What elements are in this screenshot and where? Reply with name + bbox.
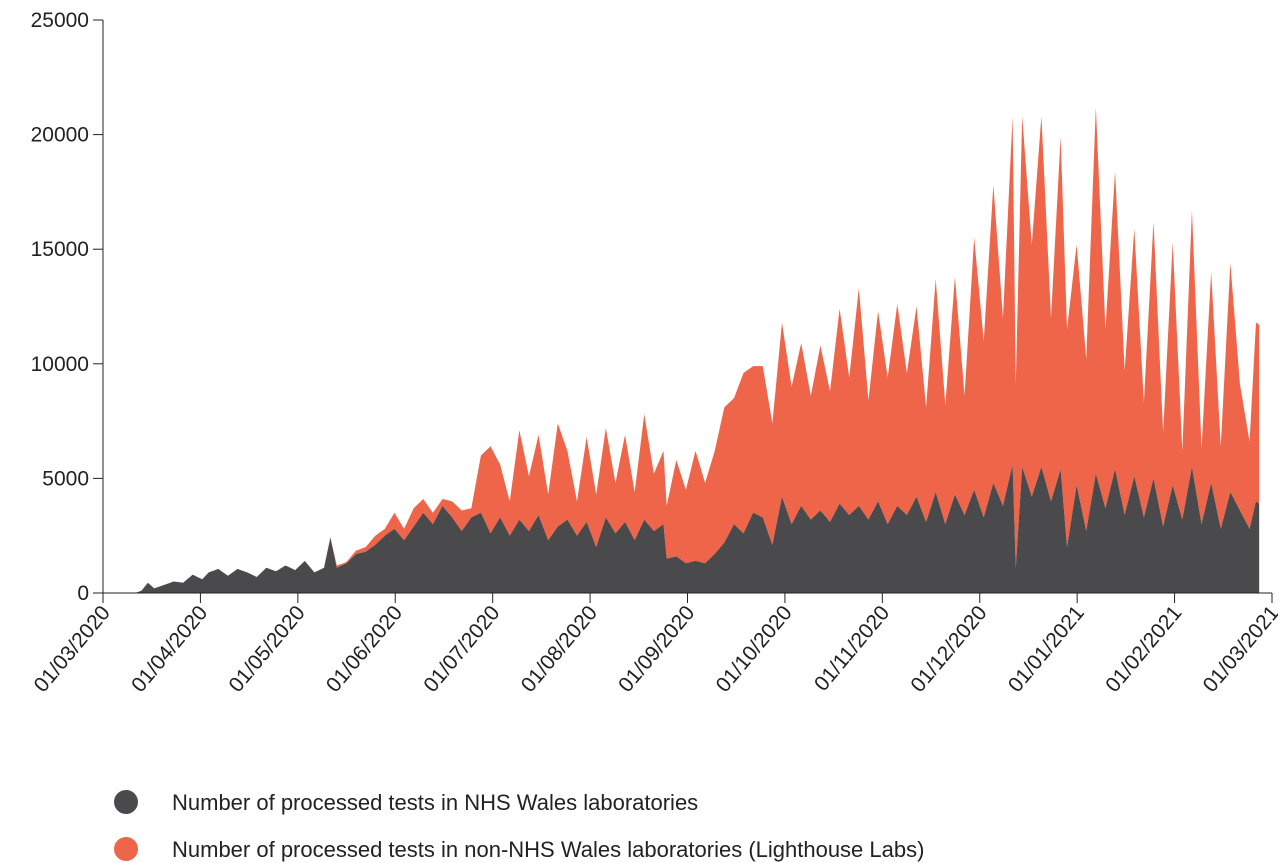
series-area-nhs [135, 464, 1260, 593]
y-tick-label: 10000 [31, 353, 89, 376]
x-tick-label: 01/03/2021 [1199, 601, 1278, 696]
legend-label-lighthouse: Number of processed tests in non-NHS Wal… [172, 837, 924, 862]
x-tick-label: 01/01/2021 [1004, 601, 1089, 696]
x-tick-label: 01/02/2021 [1101, 601, 1186, 696]
chart-areas [135, 107, 1260, 593]
x-tick-label: 01/11/2020 [810, 601, 894, 695]
x-tick-label: 01/06/2020 [322, 601, 407, 696]
legend-label-nhs: Number of processed tests in NHS Wales l… [172, 790, 698, 815]
x-tick-label: 01/08/2020 [517, 601, 602, 696]
x-tick-label: 01/04/2020 [127, 601, 212, 696]
x-tick-label: 01/10/2020 [712, 601, 797, 696]
series-area-lighthouse [135, 107, 1260, 593]
y-tick-label: 25000 [31, 9, 89, 32]
y-tick-label: 5000 [42, 467, 89, 490]
y-tick-label: 20000 [31, 124, 89, 147]
y-axis-ticks: 0 5000 10000 15000 20000 25000 [31, 9, 103, 605]
legend-item-nhs: Number of processed tests in NHS Wales l… [114, 790, 698, 815]
x-tick-label: 01/07/2020 [419, 601, 504, 696]
x-tick-label: 01/05/2020 [224, 601, 309, 696]
legend-swatch-lighthouse [114, 837, 138, 861]
legend-swatch-nhs [114, 790, 138, 814]
x-tick-label: 01/03/2020 [30, 601, 115, 696]
x-tick-label: 01/12/2020 [906, 601, 991, 696]
legend: Number of processed tests in NHS Wales l… [114, 790, 924, 862]
x-tick-label: 01/09/2020 [614, 601, 699, 696]
legend-item-lighthouse: Number of processed tests in non-NHS Wal… [114, 837, 924, 862]
x-axis-ticks: 01/03/2020 01/04/2020 01/05/2020 01/06/2020… [30, 593, 1278, 697]
y-tick-label: 15000 [31, 238, 89, 261]
y-tick-label: 0 [77, 582, 89, 605]
